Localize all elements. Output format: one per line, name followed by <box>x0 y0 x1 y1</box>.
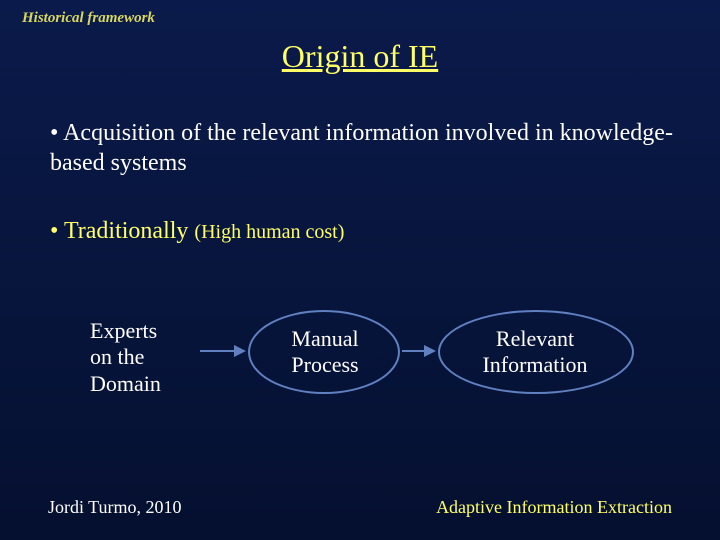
flow-arrow-1 <box>200 350 244 352</box>
flow-node-manual: Manual Process <box>260 326 390 379</box>
flow-node-experts-l3: Domain <box>90 371 161 396</box>
flow-node-manual-l2: Process <box>291 352 358 377</box>
flow-arrow-2 <box>402 350 434 352</box>
footer-topic: Adaptive Information Extraction <box>436 497 672 518</box>
bullet-traditionally-paren: (High human cost) <box>194 221 344 243</box>
bullet-acquisition: • Acquisition of the relevant informatio… <box>50 118 680 178</box>
flow-diagram: Experts on the Domain Manual Process Rel… <box>0 300 720 440</box>
flow-node-relevant-l2: Information <box>482 352 587 377</box>
bullet-traditionally-lead: • Traditionally <box>50 218 188 244</box>
flow-node-manual-l1: Manual <box>291 326 358 351</box>
flow-node-relevant-l1: Relevant <box>496 326 574 351</box>
flow-node-experts: Experts on the Domain <box>90 318 210 397</box>
flow-node-relevant: Relevant Information <box>455 326 615 379</box>
flow-node-experts-l1: Experts <box>90 318 157 343</box>
flow-node-experts-l2: on the <box>90 344 144 369</box>
bullet-traditionally: • Traditionally (High human cost) <box>50 218 344 245</box>
section-header: Historical framework <box>22 10 155 27</box>
slide-title: Origin of IE <box>0 38 720 75</box>
footer-author: Jordi Turmo, 2010 <box>48 497 182 518</box>
